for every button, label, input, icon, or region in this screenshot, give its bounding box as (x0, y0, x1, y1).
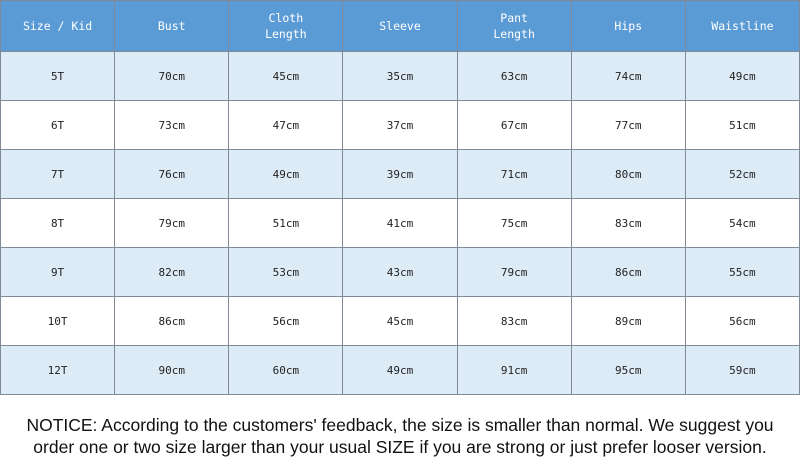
waistline-cell: 51cm (684, 100, 800, 150)
cloth-length-cell: 56cm (228, 296, 344, 346)
sleeve-cell: 41cm (342, 198, 458, 248)
size-cell: 10T (0, 296, 116, 346)
hips-cell: 86cm (570, 247, 686, 297)
header-label: Sleeve (379, 19, 421, 33)
header-cloth-length: Cloth Length (228, 0, 344, 52)
size-cell: 6T (0, 100, 116, 150)
size-cell: 12T (0, 345, 116, 395)
header-pant-length: Pant Length (456, 0, 572, 52)
pant-length-cell: 71cm (456, 149, 572, 199)
header-label: Cloth (268, 11, 304, 25)
size-notice: NOTICE: According to the customers' feed… (0, 414, 800, 458)
size-chart-header: Size / Kid Bust Cloth Length Sleeve Pant L… (0, 0, 800, 52)
waistline-cell: 59cm (684, 345, 800, 395)
bust-cell: 79cm (114, 198, 230, 248)
waistline-cell: 54cm (684, 198, 800, 248)
notice-line-2: order one or two size larger than your u… (33, 437, 767, 457)
header-label: Pant (500, 11, 528, 25)
table-row: 6T 73cm 47cm 37cm 67cm 77cm 51cm (0, 100, 800, 150)
hips-cell: 80cm (570, 149, 686, 199)
hips-cell: 77cm (570, 100, 686, 150)
sleeve-cell: 35cm (342, 51, 458, 101)
waistline-cell: 49cm (684, 51, 800, 101)
pant-length-cell: 67cm (456, 100, 572, 150)
size-chart-table: Size / Kid Bust Cloth Length Sleeve Pant L… (0, 0, 800, 395)
hips-cell: 89cm (570, 296, 686, 346)
header-waistline: Waistline (684, 0, 800, 52)
table-row: 7T 76cm 49cm 39cm 71cm 80cm 52cm (0, 149, 800, 199)
pant-length-cell: 75cm (456, 198, 572, 248)
bust-cell: 76cm (114, 149, 230, 199)
header-size-kid: Size / Kid (0, 0, 116, 52)
pant-length-cell: 83cm (456, 296, 572, 346)
header-hips: Hips (570, 0, 686, 52)
header-bust: Bust (114, 0, 230, 52)
bust-cell: 90cm (114, 345, 230, 395)
cloth-length-cell: 47cm (228, 100, 344, 150)
hips-cell: 83cm (570, 198, 686, 248)
bust-cell: 70cm (114, 51, 230, 101)
sleeve-cell: 43cm (342, 247, 458, 297)
cloth-length-cell: 53cm (228, 247, 344, 297)
hips-cell: 95cm (570, 345, 686, 395)
header-label: Hips (614, 19, 643, 33)
header-sleeve: Sleeve (342, 0, 458, 52)
size-chart-body: 5T 70cm 45cm 35cm 63cm 74cm 49cm 6T 73cm… (0, 51, 800, 395)
header-label: Length (265, 27, 307, 41)
table-row: 10T 86cm 56cm 45cm 83cm 89cm 56cm (0, 296, 800, 346)
header-label: Size / Kid (22, 19, 93, 33)
size-cell: 8T (0, 198, 116, 248)
header-row: Size / Kid Bust Cloth Length Sleeve Pant L… (0, 0, 800, 52)
pant-length-cell: 91cm (456, 345, 572, 395)
bust-cell: 82cm (114, 247, 230, 297)
cloth-length-cell: 60cm (228, 345, 344, 395)
pant-length-cell: 79cm (456, 247, 572, 297)
header-label: Bust (157, 19, 186, 33)
size-cell: 9T (0, 247, 116, 297)
pant-length-cell: 63cm (456, 51, 572, 101)
waistline-cell: 52cm (684, 149, 800, 199)
size-cell: 7T (0, 149, 116, 199)
cloth-length-cell: 51cm (228, 198, 344, 248)
sleeve-cell: 39cm (342, 149, 458, 199)
header-label: Waistline (711, 19, 774, 33)
waistline-cell: 55cm (684, 247, 800, 297)
bust-cell: 86cm (114, 296, 230, 346)
cloth-length-cell: 49cm (228, 149, 344, 199)
table-row: 5T 70cm 45cm 35cm 63cm 74cm 49cm (0, 51, 800, 101)
notice-line-1: NOTICE: According to the customers' feed… (26, 415, 774, 435)
table-row: 9T 82cm 53cm 43cm 79cm 86cm 55cm (0, 247, 800, 297)
header-label: Length (493, 27, 535, 41)
bust-cell: 73cm (114, 100, 230, 150)
hips-cell: 74cm (570, 51, 686, 101)
sleeve-cell: 37cm (342, 100, 458, 150)
sleeve-cell: 49cm (342, 345, 458, 395)
cloth-length-cell: 45cm (228, 51, 344, 101)
waistline-cell: 56cm (684, 296, 800, 346)
table-row: 12T 90cm 60cm 49cm 91cm 95cm 59cm (0, 345, 800, 395)
sleeve-cell: 45cm (342, 296, 458, 346)
size-cell: 5T (0, 51, 116, 101)
table-row: 8T 79cm 51cm 41cm 75cm 83cm 54cm (0, 198, 800, 248)
